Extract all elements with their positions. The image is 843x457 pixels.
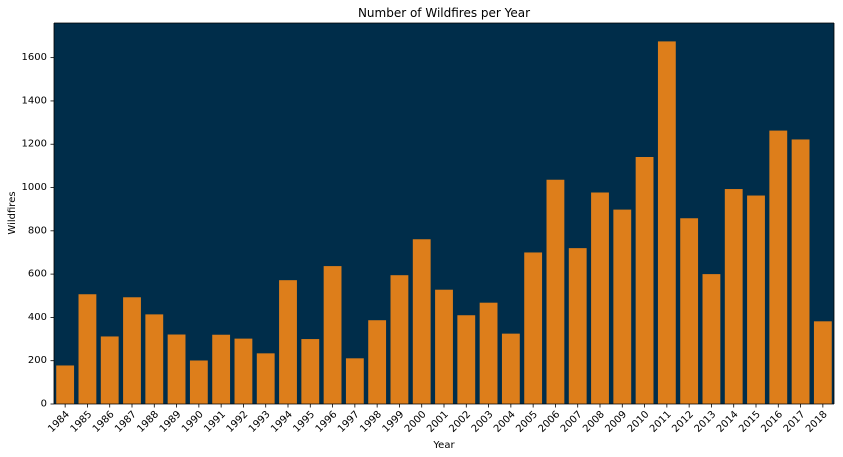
- x-tick-label-2018: 2018: [804, 409, 830, 435]
- x-tick-label-1985: 1985: [69, 409, 95, 435]
- bar-2014: [724, 189, 743, 404]
- x-tick-label-2005: 2005: [514, 409, 540, 435]
- x-tick-label-2007: 2007: [559, 409, 585, 435]
- bar-1992: [234, 338, 253, 404]
- x-tick-label-1989: 1989: [158, 409, 184, 435]
- bar-1988: [145, 314, 164, 404]
- bar-2017: [791, 139, 810, 404]
- x-tick-label-1998: 1998: [358, 409, 384, 435]
- bar-2009: [613, 209, 632, 404]
- bar-2006: [546, 179, 565, 404]
- bar-2016: [769, 130, 788, 404]
- x-tick-label-2001: 2001: [425, 409, 451, 435]
- bar-1985: [78, 294, 97, 404]
- bars-group: [56, 41, 832, 405]
- x-tick-label-2017: 2017: [782, 409, 808, 435]
- bar-1990: [189, 360, 208, 404]
- x-axis-title: Year: [432, 440, 455, 451]
- bar-1997: [345, 358, 364, 404]
- bar-1986: [100, 336, 119, 404]
- x-tick-label-1991: 1991: [202, 409, 228, 435]
- chart-title: Number of Wildfires per Year: [358, 6, 530, 20]
- bar-2003: [479, 302, 498, 404]
- bar-2018: [813, 321, 832, 404]
- bar-1999: [390, 275, 409, 404]
- x-tick-label-2004: 2004: [492, 409, 518, 435]
- bar-2002: [457, 315, 476, 404]
- y-tick-label-600: 600: [28, 269, 47, 280]
- x-tick-label-1986: 1986: [91, 409, 117, 435]
- bar-2000: [412, 239, 431, 404]
- x-tick-label-1993: 1993: [247, 409, 273, 435]
- bar-2010: [635, 157, 654, 404]
- y-tick-label-0: 0: [41, 399, 47, 410]
- bar-1994: [279, 280, 297, 404]
- bar-1998: [368, 320, 387, 404]
- x-tick-label-2009: 2009: [603, 409, 629, 435]
- y-tick-label-800: 800: [28, 225, 47, 236]
- bar-2004: [501, 333, 520, 404]
- bar-2007: [568, 248, 587, 404]
- bar-1987: [123, 297, 141, 404]
- bar-2013: [702, 274, 721, 404]
- x-tick-label-2002: 2002: [447, 409, 473, 435]
- x-tick-label-1990: 1990: [180, 409, 206, 435]
- x-tick-label-2008: 2008: [581, 409, 607, 435]
- y-tick-label-1000: 1000: [22, 182, 47, 193]
- x-tick-label-1984: 1984: [46, 409, 72, 435]
- bar-1989: [167, 334, 186, 404]
- x-tick-label-2015: 2015: [737, 409, 763, 435]
- bar-2015: [747, 195, 765, 404]
- x-tick-label-2013: 2013: [693, 409, 719, 435]
- x-tick-label-2003: 2003: [470, 409, 496, 435]
- y-tick-label-1400: 1400: [22, 95, 47, 106]
- x-tick-label-2012: 2012: [670, 409, 696, 435]
- x-tick-label-1995: 1995: [291, 409, 317, 435]
- bar-1984: [56, 365, 75, 404]
- x-tick-label-2000: 2000: [403, 409, 429, 435]
- y-tick-label-400: 400: [28, 312, 47, 323]
- x-tick-label-1999: 1999: [381, 409, 407, 435]
- x-tick-label-2016: 2016: [759, 409, 785, 435]
- y-tick-label-200: 200: [28, 355, 47, 366]
- x-tick-label-1994: 1994: [269, 409, 295, 435]
- x-tick-label-2014: 2014: [715, 409, 741, 435]
- x-tick-label-1996: 1996: [314, 409, 340, 435]
- bar-2001: [435, 289, 453, 404]
- bar-1991: [212, 334, 231, 404]
- bar-1995: [301, 339, 320, 404]
- bar-2005: [524, 252, 543, 404]
- x-tick-label-2006: 2006: [537, 409, 563, 435]
- x-tick-label-1988: 1988: [135, 409, 161, 435]
- x-tick-label-1997: 1997: [336, 409, 362, 435]
- bar-1993: [256, 353, 275, 404]
- x-tick-label-2011: 2011: [648, 409, 674, 435]
- bar-2012: [680, 218, 699, 404]
- x-tick-label-1987: 1987: [113, 409, 139, 435]
- y-axis-title: Wildfires: [7, 191, 18, 234]
- y-tick-label-1600: 1600: [22, 52, 47, 63]
- x-tick-label-1992: 1992: [225, 409, 251, 435]
- bar-2008: [591, 192, 609, 404]
- y-tick-label-1200: 1200: [22, 139, 47, 150]
- bar-1996: [323, 266, 342, 404]
- x-tick-label-2010: 2010: [626, 409, 652, 435]
- bar-2011: [657, 41, 676, 405]
